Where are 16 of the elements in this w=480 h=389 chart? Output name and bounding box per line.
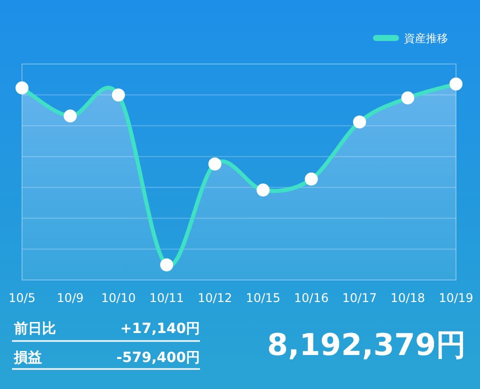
x-tick-label: 10/17 (342, 291, 377, 305)
x-tick-label: 10/15 (246, 291, 280, 305)
text: 8,192,379円 (267, 328, 466, 363)
x-tick-label: 10/9 (56, 291, 84, 305)
x-tick-label: 10/16 (294, 291, 329, 305)
x-tick-label: 10/10 (101, 291, 136, 305)
x-tick-label: 10/18 (390, 291, 426, 305)
text: 前日比 (13, 321, 56, 337)
x-tick-label: 10/12 (198, 291, 232, 305)
x-tick-label: 10/5 (8, 291, 36, 305)
x-tick-label: 10/11 (149, 291, 184, 305)
x-tick-label: 10/19 (438, 291, 474, 305)
legend-label: 資産推移 (404, 32, 448, 45)
text: 損益 (13, 350, 42, 366)
text: +17,140円 (120, 321, 200, 337)
text: -579,400円 (116, 350, 200, 366)
